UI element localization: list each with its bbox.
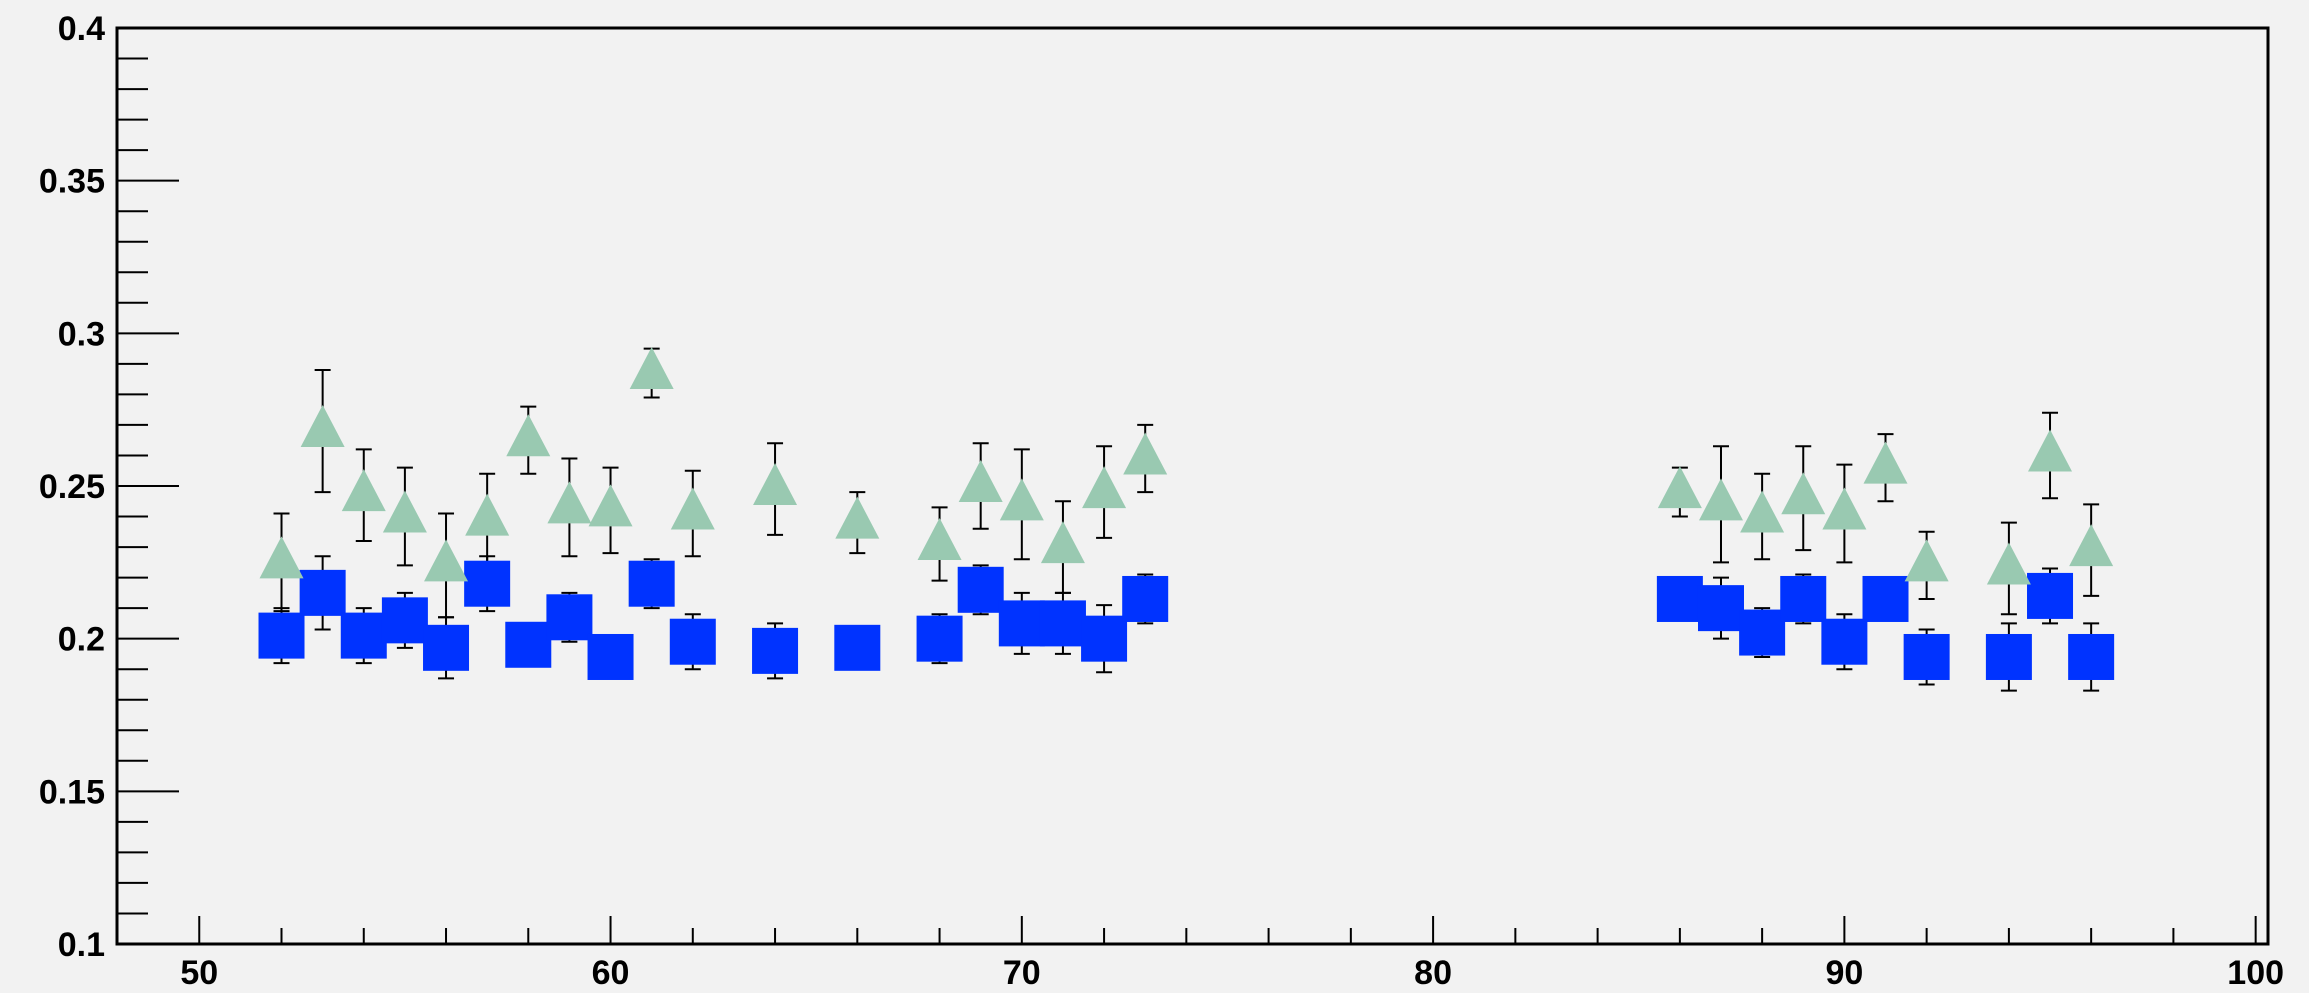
triangle-marker (1657, 466, 1702, 509)
x-tick-label: 90 (1825, 954, 1863, 992)
triangle-marker (958, 460, 1003, 502)
x-tick-label: 100 (2227, 954, 2284, 992)
square-marker (423, 624, 470, 671)
triangle-marker (1123, 432, 1168, 475)
triangle-marker (753, 463, 798, 506)
triangle-marker (588, 484, 633, 527)
triangle-marker (629, 347, 674, 390)
square-marker (834, 624, 881, 671)
triangle-marker (1822, 487, 1867, 530)
square-marker (1697, 585, 1744, 632)
triangle-marker (999, 478, 1044, 521)
triangle-marker (1040, 521, 1085, 564)
triangle-marker (2069, 524, 2114, 567)
square-marker (752, 627, 799, 674)
plot-frame (115, 26, 2270, 946)
square-marker (505, 621, 552, 668)
triangle-marker (300, 405, 345, 448)
y-tick-label: 0.2 (58, 621, 105, 659)
square-marker (957, 566, 1004, 613)
square-marker (916, 615, 963, 662)
square-marker (587, 633, 634, 680)
triangle-marker (465, 493, 510, 536)
triangle-marker (547, 481, 592, 524)
y-tick-label: 0.3 (58, 315, 105, 353)
y-tick-label: 0.4 (58, 10, 105, 48)
x-tick-label: 80 (1414, 954, 1452, 992)
triangle-marker (506, 414, 551, 457)
triangle-marker (259, 536, 304, 579)
square-marker (669, 618, 716, 665)
square-marker (1039, 600, 1086, 647)
square-marker (1656, 575, 1703, 622)
square-marker (464, 560, 511, 607)
triangle-marker (1082, 466, 1127, 509)
triangle-marker (835, 496, 880, 539)
square-marker (998, 600, 1045, 647)
square-marker (340, 612, 387, 659)
data-markers (258, 347, 2115, 680)
triangle-marker (382, 490, 427, 533)
triangle-marker (341, 469, 386, 512)
y-tick-label: 0.15 (39, 773, 105, 811)
x-tick-label: 50 (180, 954, 218, 992)
square-marker (1739, 609, 1786, 656)
triangle-marker (1904, 539, 1949, 582)
square-marker (381, 597, 428, 644)
square-marker (546, 594, 593, 641)
square-marker (1780, 575, 1827, 622)
x-tick-label: 60 (592, 954, 630, 992)
square-marker (2068, 633, 2115, 680)
axis-tick-labels: 0.1 0.15 0.2 0.25 0.3 0.35 0.4 50 60 70 80 90 100 (39, 10, 2284, 992)
triangle-marker (1863, 441, 1908, 484)
square-marker (628, 560, 675, 607)
triangle-marker (917, 518, 962, 561)
triangle-marker (1740, 490, 1785, 533)
square-marker (1985, 633, 2032, 680)
square-marker (1903, 633, 1950, 680)
square-marker (1122, 575, 1169, 622)
triangle-marker (1986, 542, 2031, 585)
triangle-marker (1698, 478, 1743, 521)
triangle-marker (2028, 429, 2073, 472)
triangle-marker (1781, 472, 1826, 515)
square-marker (1081, 615, 1128, 662)
square-marker (1862, 575, 1909, 622)
y-tick-label: 0.1 (58, 926, 105, 964)
y-tick-label: 0.25 (39, 468, 105, 506)
y-tick-label: 0.35 (39, 163, 105, 201)
square-marker (2027, 572, 2074, 619)
square-marker (1821, 618, 1868, 665)
square-marker (258, 612, 305, 659)
triangle-marker (424, 539, 469, 582)
square-marker (299, 569, 346, 616)
triangle-marker (670, 487, 715, 530)
x-tick-label: 70 (1003, 954, 1041, 992)
